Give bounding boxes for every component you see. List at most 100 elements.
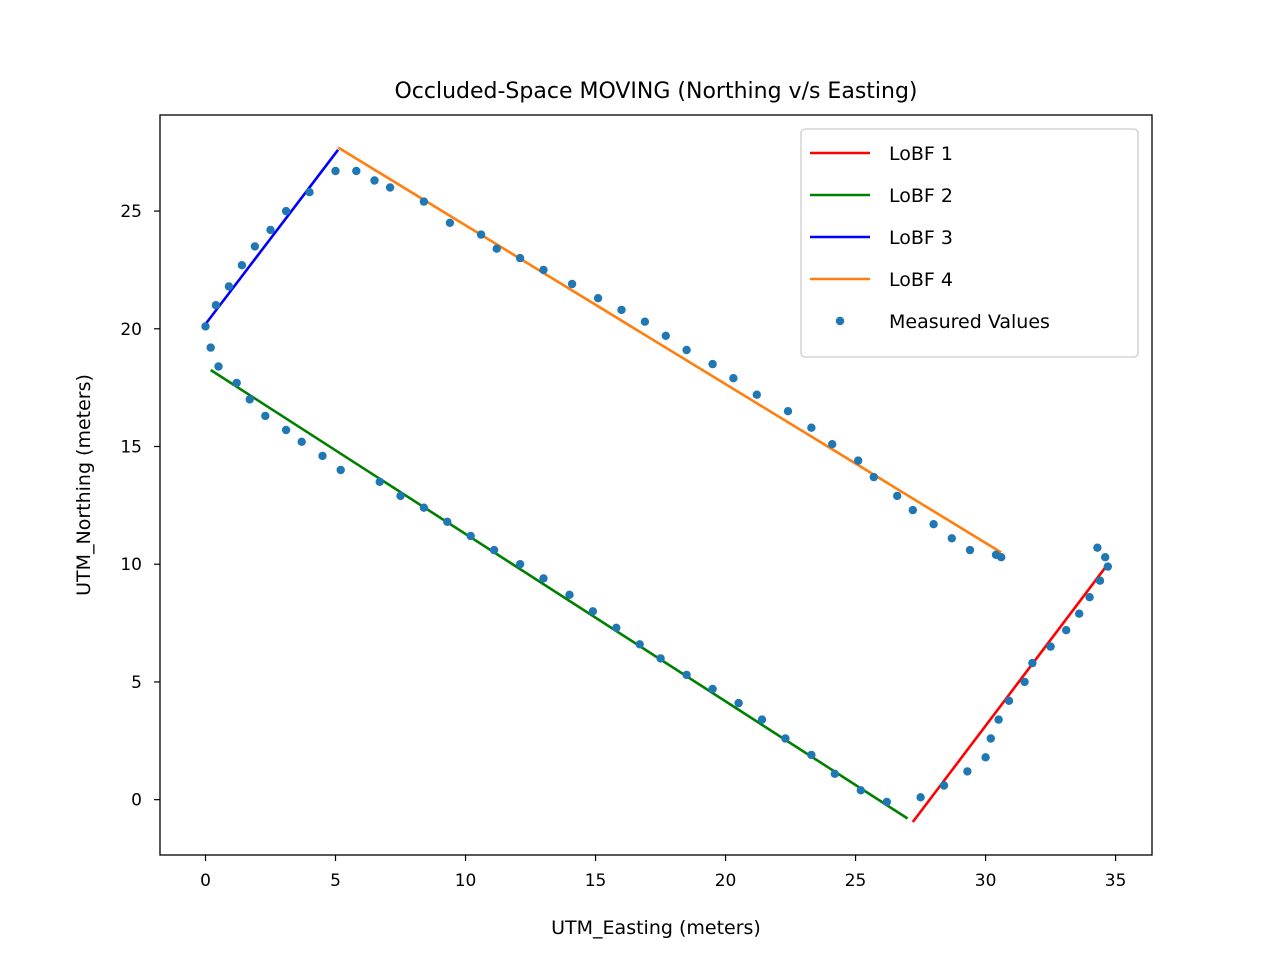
x-tick-label: 10	[455, 871, 477, 891]
legend-label: LoBF 4	[889, 269, 953, 291]
measured-point	[206, 343, 215, 352]
legend-box	[800, 128, 1139, 358]
y-tick-label: 5	[131, 673, 142, 693]
measured-point	[635, 640, 644, 649]
measured-point	[929, 520, 938, 529]
measured-point	[214, 362, 223, 371]
y-axis-label: UTM_Northing (meters)	[73, 374, 95, 596]
measured-point	[370, 176, 379, 185]
measured-point	[1103, 562, 1113, 571]
measured-point	[567, 279, 577, 289]
measured-point	[908, 505, 917, 515]
measured-point	[752, 390, 761, 399]
series-line-lobf-3	[204, 149, 340, 325]
y-tick-label: 25	[120, 202, 142, 222]
measured-point	[385, 183, 395, 192]
legend: LoBF 1 LoBF 2 LoBF 3 LoBF 4 Measured Values	[800, 128, 1139, 358]
measured-point	[515, 253, 525, 263]
measured-point	[617, 305, 626, 315]
measured-point	[994, 715, 1003, 724]
series-line-lobf-1	[911, 563, 1109, 823]
measured-point	[682, 670, 691, 680]
measured-point	[807, 423, 816, 432]
measured-point	[682, 345, 691, 355]
measured-point	[856, 786, 865, 795]
x-axis-label: UTM_Easting (meters)	[551, 917, 761, 939]
y-tick-label: 20	[120, 320, 142, 340]
measured-point	[965, 545, 975, 555]
measured-point	[1093, 543, 1102, 552]
measured-point	[1028, 658, 1037, 668]
measured-point	[981, 753, 990, 762]
measured-point	[336, 465, 345, 475]
measured-point	[916, 793, 925, 802]
measured-point	[947, 534, 956, 543]
measured-point	[869, 472, 878, 482]
legend-swatch-point	[835, 316, 845, 326]
measured-point	[729, 374, 738, 383]
measured-point	[1004, 696, 1014, 705]
measured-point	[261, 411, 270, 421]
measured-point	[708, 359, 717, 369]
measured-point	[396, 491, 405, 501]
measured-point	[1101, 553, 1110, 562]
x-axis: 0 5 10 15 20 25 30 35	[200, 855, 1126, 891]
x-tick-label: 5	[330, 871, 341, 891]
measured-point	[854, 456, 863, 465]
measured-point	[281, 206, 291, 216]
measured-point	[250, 242, 260, 251]
series-line-lobf-2	[209, 368, 909, 820]
x-tick-label: 15	[585, 871, 607, 891]
measured-point	[781, 734, 790, 743]
legend-label: LoBF 3	[889, 227, 953, 249]
y-tick-label: 10	[120, 555, 142, 575]
measured-point	[1046, 642, 1055, 651]
measured-point	[757, 715, 767, 724]
measured-point	[997, 553, 1006, 562]
measured-point	[893, 491, 902, 501]
measured-point	[882, 797, 891, 807]
measured-point	[297, 437, 306, 446]
measured-point	[476, 230, 486, 239]
axes-frame	[159, 114, 1153, 856]
measured-point	[1062, 626, 1071, 635]
measured-point	[734, 698, 743, 708]
measured-point	[281, 425, 291, 435]
x-tick-label: 0	[200, 871, 211, 891]
x-tick-label: 30	[975, 871, 997, 891]
y-axis: 0 5 10 15 20 25	[120, 202, 160, 811]
measured-point	[939, 781, 949, 790]
x-tick-label: 35	[1105, 871, 1127, 891]
x-tick-label: 25	[845, 871, 867, 891]
measured-point	[1075, 609, 1084, 618]
measured-point	[237, 261, 247, 270]
measured-point	[211, 301, 221, 310]
measured-point	[352, 166, 361, 176]
y-tick-label: 0	[131, 791, 142, 811]
measured-point	[612, 623, 621, 632]
measured-point	[1020, 677, 1029, 687]
measured-point	[828, 440, 837, 449]
measured-point	[232, 378, 241, 388]
measured-point	[539, 265, 548, 275]
measured-point	[656, 654, 665, 663]
measured-point	[539, 574, 548, 583]
measured-point	[245, 395, 254, 404]
measured-point	[466, 531, 475, 541]
measured-point	[419, 503, 429, 512]
measured-point	[830, 769, 839, 778]
measured-point	[331, 166, 340, 176]
measured-point	[443, 517, 452, 526]
measured-point	[201, 322, 210, 331]
measured-point	[445, 218, 455, 227]
measured-point	[588, 607, 598, 616]
measured-point	[305, 188, 314, 197]
plot-area	[201, 146, 1113, 823]
y-tick-label: 15	[120, 438, 142, 458]
measured-point	[419, 197, 429, 206]
measured-point	[565, 590, 574, 599]
measured-point	[492, 244, 501, 253]
series-line-lobf-4	[337, 146, 1002, 554]
measured-point	[224, 282, 234, 291]
